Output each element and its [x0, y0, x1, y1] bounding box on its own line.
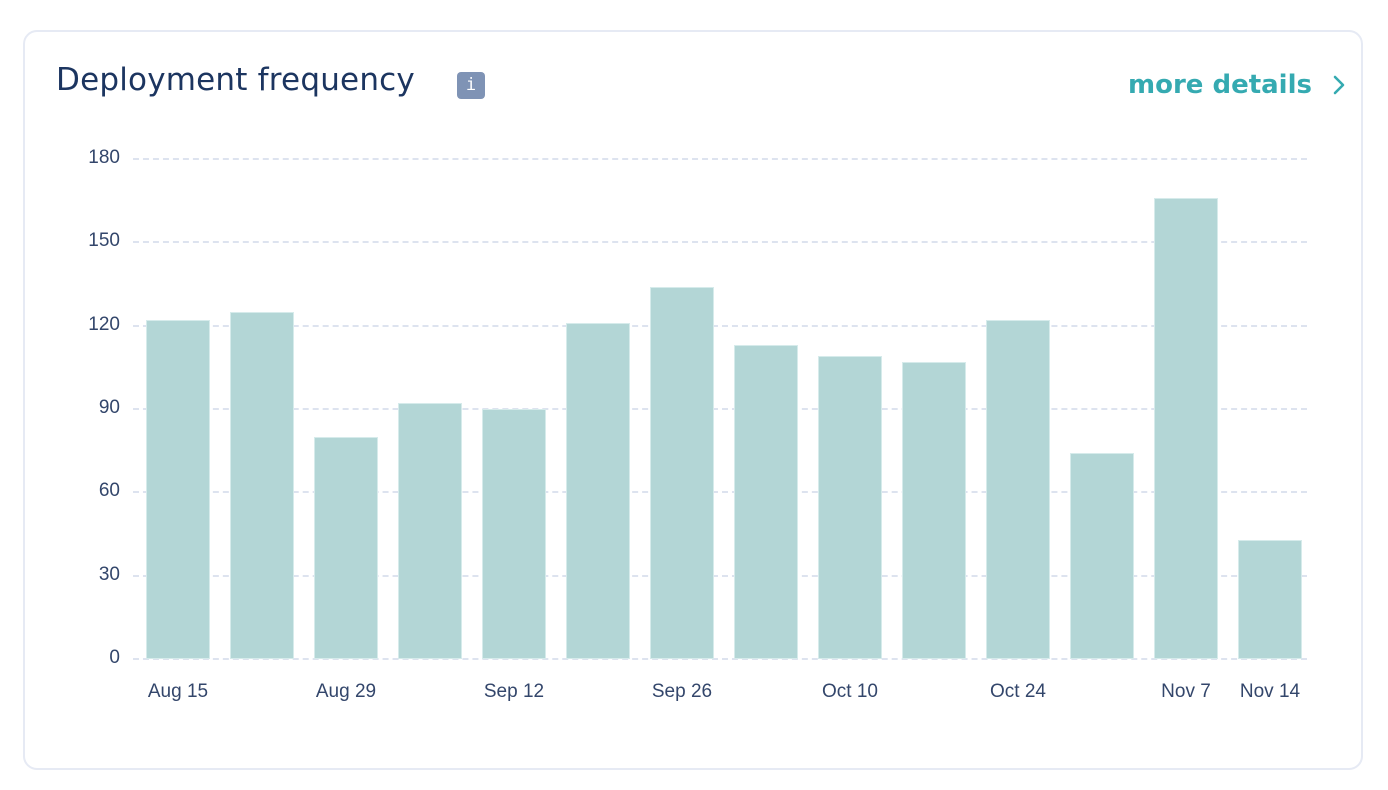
bar[interactable]	[566, 322, 630, 659]
gridline	[133, 408, 1307, 410]
y-tick-label: 180	[88, 147, 120, 168]
y-tick-label: 0	[109, 647, 120, 668]
bar[interactable]	[1070, 453, 1134, 659]
gridline	[133, 574, 1307, 577]
bar[interactable]	[1238, 539, 1302, 659]
x-tick-label: Nov 7	[1161, 681, 1211, 702]
bar[interactable]	[398, 403, 462, 659]
y-tick-label: 60	[98, 480, 120, 502]
y-tick-label: 120	[88, 313, 120, 335]
bar[interactable]	[650, 286, 714, 659]
x-tick-label: Sep 12	[483, 681, 545, 702]
bar[interactable]	[230, 311, 294, 659]
gridline	[133, 324, 1307, 327]
bar[interactable]	[902, 361, 966, 659]
x-tick-label: Sep 26	[651, 681, 713, 702]
x-tick-label: Oct 10	[822, 681, 878, 702]
x-tick-label: Nov 14	[1239, 681, 1301, 702]
gridline	[133, 158, 1307, 160]
gridline	[133, 658, 1307, 660]
bar[interactable]	[314, 436, 378, 659]
bar[interactable]	[1154, 197, 1218, 659]
info-icon[interactable]: i	[457, 72, 485, 99]
x-tick-label: Aug 29	[315, 681, 377, 702]
x-tick-label: Oct 24	[990, 681, 1046, 702]
x-tick-label: Aug 15	[147, 681, 209, 702]
more-details-label: more details	[1128, 70, 1312, 100]
y-tick-label: 90	[98, 397, 120, 418]
y-tick-label: 150	[88, 230, 120, 252]
gridline	[133, 241, 1307, 244]
gridline	[133, 491, 1307, 494]
bar[interactable]	[734, 345, 798, 659]
bar[interactable]	[146, 320, 210, 659]
bar[interactable]	[818, 356, 882, 659]
card-title: Deployment frequency	[56, 62, 415, 98]
more-details-link[interactable]: more details	[1128, 70, 1346, 100]
bar[interactable]	[482, 409, 546, 659]
bar[interactable]	[986, 320, 1050, 659]
chevron-right-icon	[1333, 75, 1345, 95]
y-tick-label: 30	[98, 563, 120, 585]
